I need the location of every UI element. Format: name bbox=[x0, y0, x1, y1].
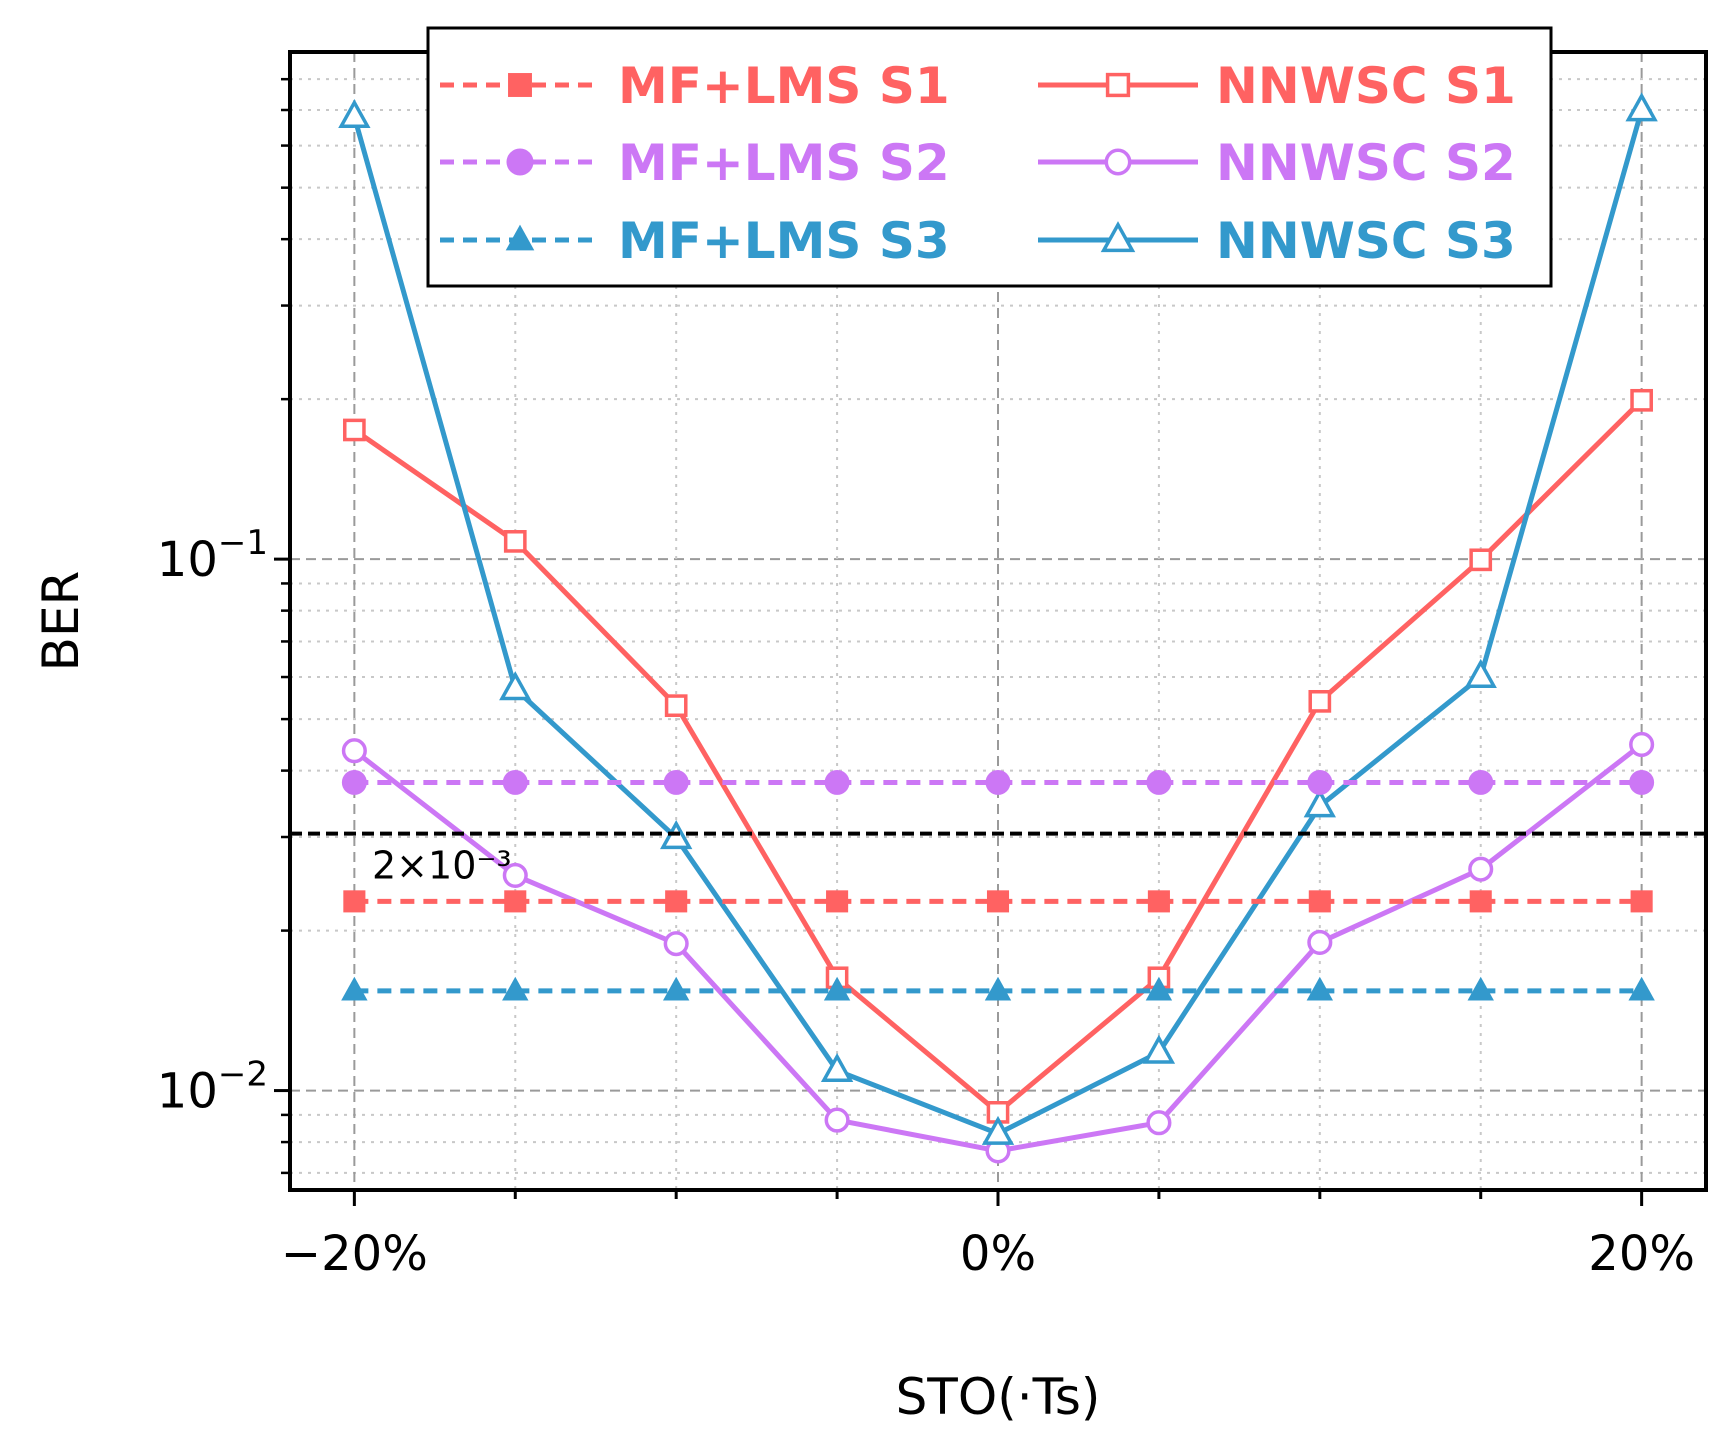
data-point-mf-lms-s1 bbox=[343, 890, 366, 913]
legend-entry-mf-lms-s1: MF+LMS S1 bbox=[440, 57, 950, 115]
data-point-mf-lms-s2 bbox=[1629, 769, 1655, 795]
data-point-nnwsc-s1 bbox=[1630, 388, 1653, 412]
data-point-nnwsc-s2 bbox=[341, 738, 367, 764]
data-point-mf-lms-s1 bbox=[986, 890, 1010, 913]
data-point-nnwsc-s1 bbox=[664, 694, 688, 718]
data-point-mf-lms-s1 bbox=[504, 890, 527, 913]
data-point-mf-lms-s3 bbox=[1306, 976, 1334, 1001]
legend-marker-mf-lms-s1 bbox=[508, 73, 532, 97]
legend-label-mf-lms-s1: MF+LMS S1 bbox=[618, 57, 950, 115]
data-point-mf-lms-s2 bbox=[1307, 769, 1333, 795]
legend-marker-mf-lms-s2 bbox=[506, 148, 534, 176]
data-point-mf-lms-s2 bbox=[1468, 769, 1494, 795]
y-tick-label: 10−1 bbox=[157, 523, 268, 588]
data-point-mf-lms-s1 bbox=[1147, 890, 1170, 913]
legend-entry-mf-lms-s2: MF+LMS S2 bbox=[440, 134, 950, 192]
y-tick-exponent: −1 bbox=[218, 523, 268, 563]
y-tick-label: 10−2 bbox=[157, 1055, 268, 1120]
data-point-mf-lms-s2 bbox=[663, 769, 689, 795]
series-mf-lms-s3 bbox=[341, 976, 1655, 1001]
data-point-mf-lms-s3 bbox=[502, 976, 529, 1001]
legend-marker-mf-lms-s3 bbox=[505, 224, 535, 251]
data-point-nnwsc-s2 bbox=[1629, 731, 1655, 758]
x-tick-label: 20% bbox=[1588, 1226, 1695, 1282]
data-point-nnwsc-s1 bbox=[1308, 689, 1332, 713]
x-tick-label: −20% bbox=[281, 1226, 428, 1282]
legend-label-nnwsc-s1: NNWSC S1 bbox=[1216, 57, 1516, 115]
axis-ticks: −20% 0% 20%10−210−1 bbox=[157, 77, 1695, 1282]
data-point-nnwsc-s3 bbox=[1142, 1034, 1176, 1064]
legend-entry-nnwsc-s2: NNWSC S2 bbox=[1038, 134, 1516, 192]
data-point-mf-lms-s1 bbox=[826, 890, 849, 913]
legend-entry-nnwsc-s1: NNWSC S1 bbox=[1038, 57, 1516, 115]
data-point-mf-lms-s3 bbox=[823, 976, 851, 1001]
y-tick-base: 10 bbox=[157, 1064, 218, 1120]
series-nnwsc-s3 bbox=[338, 92, 1658, 1145]
data-point-nnwsc-s2 bbox=[663, 931, 689, 957]
legend-label-nnwsc-s2: NNWSC S2 bbox=[1216, 134, 1516, 192]
data-point-nnwsc-s3 bbox=[820, 1052, 854, 1083]
data-point-nnwsc-s3 bbox=[1464, 658, 1497, 688]
data-point-nnwsc-s2 bbox=[502, 862, 528, 888]
data-point-mf-lms-s2 bbox=[1146, 769, 1172, 795]
data-point-mf-lms-s3 bbox=[341, 976, 368, 1001]
data-point-nnwsc-s3 bbox=[499, 671, 532, 701]
series-nnwsc-s2 bbox=[341, 731, 1655, 1164]
x-axis-label: STO(·Ts) bbox=[896, 1368, 1101, 1426]
data-point-nnwsc-s2 bbox=[1146, 1110, 1172, 1136]
series-mf-lms-s2 bbox=[341, 769, 1655, 795]
data-point-mf-lms-s1 bbox=[1308, 890, 1331, 913]
legend-label-mf-lms-s3: MF+LMS S3 bbox=[618, 212, 950, 270]
y-axis-label: BER bbox=[32, 571, 90, 672]
data-point-mf-lms-s1 bbox=[665, 890, 688, 913]
data-point-nnwsc-s3 bbox=[1625, 92, 1658, 122]
data-point-mf-lms-s3 bbox=[984, 976, 1012, 1001]
data-point-nnwsc-s1 bbox=[503, 530, 527, 553]
legend-box bbox=[426, 26, 1553, 288]
legend-label-mf-lms-s2: MF+LMS S2 bbox=[618, 134, 950, 192]
data-point-mf-lms-s3 bbox=[1145, 976, 1173, 1001]
reference-line-annotation: 2×10⁻³ bbox=[372, 844, 512, 888]
data-point-nnwsc-s1 bbox=[1469, 548, 1493, 572]
data-point-nnwsc-s2 bbox=[824, 1107, 850, 1133]
data-point-mf-lms-s2 bbox=[985, 769, 1011, 795]
x-tick-label: 0% bbox=[960, 1226, 1036, 1282]
data-point-nnwsc-s3 bbox=[338, 98, 371, 129]
data-point-mf-lms-s3 bbox=[1467, 976, 1494, 1001]
y-tick-base: 10 bbox=[157, 532, 218, 588]
legend-entry-mf-lms-s3: MF+LMS S3 bbox=[440, 212, 950, 270]
data-point-nnwsc-s3 bbox=[981, 1115, 1015, 1145]
data-point-mf-lms-s2 bbox=[341, 769, 367, 795]
data-point-mf-lms-s3 bbox=[1628, 976, 1655, 1001]
legend-marker-nnwsc-s2 bbox=[1104, 148, 1132, 176]
data-point-mf-lms-s3 bbox=[662, 976, 690, 1001]
data-point-mf-lms-s2 bbox=[824, 769, 850, 795]
data-point-nnwsc-s2 bbox=[1307, 929, 1333, 955]
data-point-mf-lms-s1 bbox=[1469, 890, 1492, 913]
data-point-mf-lms-s2 bbox=[502, 769, 528, 795]
legend-entry-nnwsc-s3: NNWSC S3 bbox=[1038, 212, 1516, 270]
data-point-nnwsc-s3 bbox=[1303, 788, 1336, 818]
data-point-nnwsc-s2 bbox=[1468, 856, 1494, 882]
legend-label-nnwsc-s3: NNWSC S3 bbox=[1216, 212, 1516, 270]
y-tick-exponent: −2 bbox=[218, 1055, 268, 1095]
legend-marker-nnwsc-s3 bbox=[1100, 221, 1136, 253]
data-point-nnwsc-s1 bbox=[343, 418, 366, 442]
legend: MF+LMS S1 MF+LMS S2 MF+LMS S3 NNWSC S1 NNWSC… bbox=[426, 26, 1553, 288]
series-mf-lms-s1 bbox=[343, 890, 1653, 913]
legend-marker-nnwsc-s1 bbox=[1105, 72, 1131, 98]
series-layer bbox=[338, 92, 1658, 1164]
data-point-mf-lms-s1 bbox=[1630, 890, 1653, 913]
